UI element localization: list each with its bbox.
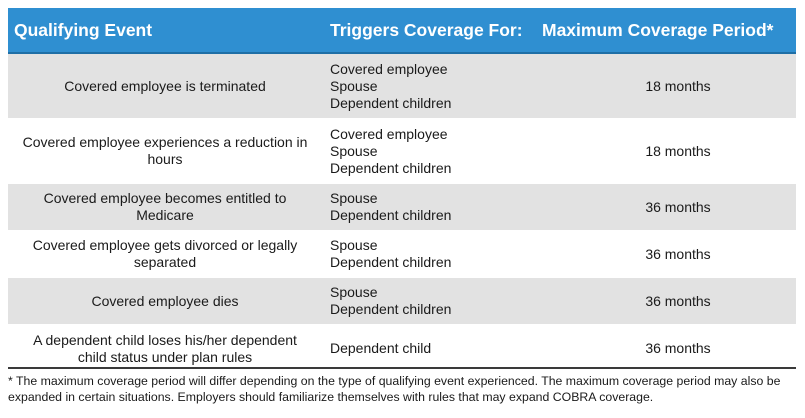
max-coverage-period-cell: 36 months xyxy=(534,183,796,231)
covered-party-line: Dependent children xyxy=(330,254,452,270)
table-body: Covered employee is terminated Covered em… xyxy=(8,53,796,373)
qualifying-event-line: hours xyxy=(147,151,183,167)
qualifying-event-line: separated xyxy=(133,254,197,270)
qualifying-event-cell: Covered employee is terminated xyxy=(8,53,322,119)
table-row: Covered employee gets divorced or legall… xyxy=(8,230,796,278)
max-coverage-period-cell: 36 months xyxy=(534,324,796,373)
table-row: A dependent child loses his/her dependen… xyxy=(8,324,796,373)
covered-party-line: Dependent children xyxy=(330,301,452,317)
triggers-coverage-cell: Covered employee Spouse Dependent children xyxy=(322,118,534,184)
qualifying-event-line: Covered employee dies xyxy=(91,292,239,309)
qualifying-event-line: A dependent child loses his/her dependen… xyxy=(33,331,297,348)
cobra-coverage-table-container: Qualifying Event Triggers Coverage For: … xyxy=(8,8,796,373)
header-qualifying-event: Qualifying Event xyxy=(8,8,322,54)
triggers-coverage-cell: Dependent child xyxy=(322,324,534,373)
max-coverage-period-cell: 18 months xyxy=(534,118,796,184)
header-max-coverage-period: Maximum Coverage Period* xyxy=(534,8,796,54)
qualifying-event-cell: A dependent child loses his/her dependen… xyxy=(8,324,322,373)
table-header: Qualifying Event Triggers Coverage For: … xyxy=(8,8,796,54)
covered-party-line: Dependent child xyxy=(330,340,432,356)
header-row: Qualifying Event Triggers Coverage For: … xyxy=(8,8,796,54)
table-row: Covered employee becomes entitled to Medi… xyxy=(8,183,796,231)
covered-party-line: Covered employee xyxy=(330,125,448,142)
triggers-coverage-cell: Spouse Dependent children xyxy=(322,277,534,325)
footnote: * The maximum coverage period will diffe… xyxy=(8,374,781,404)
triggers-coverage-cell: Spouse Dependent children xyxy=(322,230,534,278)
qualifying-event-line: Covered employee becomes entitled to xyxy=(43,190,287,206)
covered-party-line: Spouse xyxy=(330,190,378,206)
covered-party-line: Spouse xyxy=(330,237,378,253)
covered-party-line: Covered employee xyxy=(330,60,448,77)
qualifying-event-line: Covered employee gets divorced or legall… xyxy=(32,237,298,253)
triggers-coverage-cell: Spouse Dependent children xyxy=(322,183,534,231)
covered-party-line: Dependent children xyxy=(330,94,452,111)
qualifying-event-line: Covered employee is terminated xyxy=(64,77,266,94)
max-coverage-period-cell: 36 months xyxy=(534,230,796,278)
qualifying-event-cell: Covered employee experiences a reduction… xyxy=(8,118,322,184)
covered-party-line: Dependent children xyxy=(330,159,452,176)
max-coverage-period-cell: 36 months xyxy=(534,277,796,325)
covered-party-line: Dependent children xyxy=(330,207,452,223)
footnote-divider xyxy=(8,367,796,369)
qualifying-event-cell: Covered employee dies xyxy=(8,277,322,325)
qualifying-event-line: Covered employee experiences a reduction… xyxy=(22,134,308,150)
max-coverage-period-cell: 18 months xyxy=(534,53,796,119)
table-row: Covered employee is terminated Covered em… xyxy=(8,53,796,119)
covered-party-line: Spouse xyxy=(330,142,378,159)
header-triggers-coverage: Triggers Coverage For: xyxy=(322,8,534,54)
covered-party-line: Spouse xyxy=(330,77,378,94)
qualifying-event-line: child status under plan rules xyxy=(77,348,253,365)
table-row: Covered employee experiences a reduction… xyxy=(8,118,796,184)
cobra-coverage-table: Qualifying Event Triggers Coverage For: … xyxy=(8,8,796,373)
qualifying-event-line: Medicare xyxy=(136,207,194,223)
qualifying-event-cell: Covered employee gets divorced or legall… xyxy=(8,230,322,278)
triggers-coverage-cell: Covered employee Spouse Dependent children xyxy=(322,53,534,119)
table-row: Covered employee dies Spouse Dependent chi… xyxy=(8,277,796,325)
covered-party-line: Spouse xyxy=(330,284,378,300)
qualifying-event-cell: Covered employee becomes entitled to Medi… xyxy=(8,183,322,231)
